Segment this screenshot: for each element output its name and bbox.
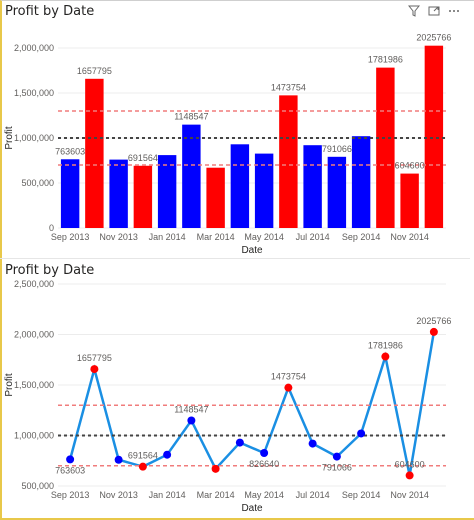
x-tick-label: Sep 2014 xyxy=(342,490,381,500)
data-label: 2025766 xyxy=(416,33,451,43)
data-label: 826640 xyxy=(249,459,279,469)
data-point xyxy=(260,449,269,458)
bar xyxy=(254,153,274,228)
x-tick-label: Jan 2014 xyxy=(149,232,186,242)
data-label: 1781986 xyxy=(368,55,403,65)
x-tick-label: Sep 2013 xyxy=(51,490,90,500)
data-point xyxy=(90,365,99,374)
y-tick-label: 1,500,000 xyxy=(14,88,54,98)
y-tick-label: 2,500,000 xyxy=(14,279,54,289)
more-options-icon[interactable] xyxy=(448,5,460,17)
x-axis-title: Date xyxy=(241,245,263,256)
bar xyxy=(327,156,347,228)
visual-title: Profit by Date xyxy=(5,4,95,19)
data-point xyxy=(138,462,147,471)
data-point xyxy=(308,439,317,448)
line-chart: 500,000 1,000,000 1,500,000 2,000,000 2,500,… xyxy=(4,279,451,514)
x-tick-label: Jul 2014 xyxy=(296,232,330,242)
bar xyxy=(157,155,177,228)
data-label: 1148547 xyxy=(174,404,208,414)
focus-mode-icon[interactable] xyxy=(428,5,440,17)
x-tick-label: Nov 2013 xyxy=(99,232,138,242)
data-point xyxy=(405,471,414,480)
bar xyxy=(424,45,444,228)
bar xyxy=(109,159,128,228)
bar xyxy=(85,78,104,228)
bar xyxy=(230,144,250,228)
bar xyxy=(351,136,371,228)
visual-title: Profit by Date xyxy=(5,263,95,278)
y-tick-label: 2,000,000 xyxy=(14,330,54,340)
data-label: 763603 xyxy=(55,146,85,156)
x-tick-label: Sep 2013 xyxy=(51,232,90,242)
x-tick-label: Nov 2013 xyxy=(99,490,138,500)
data-label: 691564 xyxy=(128,451,158,461)
x-tick-label: Nov 2014 xyxy=(390,232,429,242)
data-label: 604600 xyxy=(395,459,425,469)
bar-chart: 0 500,000 1,000,000 1,500,000 2,000,000 Profi… xyxy=(4,33,451,256)
data-label: 604600 xyxy=(395,161,425,171)
x-tick-label: May 2014 xyxy=(244,232,284,242)
data-label: 791066 xyxy=(322,463,352,473)
y-tick-label: 2,000,000 xyxy=(14,43,54,53)
bar xyxy=(279,95,298,228)
x-tick-label: Mar 2014 xyxy=(197,490,235,500)
bar xyxy=(133,165,153,228)
filter-icon[interactable] xyxy=(408,5,420,17)
data-point xyxy=(114,455,123,464)
bar-visual[interactable]: Profit by Date 0 500,000 1,000,000 1,500,00… xyxy=(0,0,470,258)
x-tick-label: Jan 2014 xyxy=(149,490,186,500)
x-tick-label: Nov 2014 xyxy=(390,490,429,500)
data-label: 1148547 xyxy=(174,112,208,122)
x-tick-label: Jul 2014 xyxy=(296,490,330,500)
data-point xyxy=(332,452,341,461)
y-axis-title: Profit xyxy=(4,373,15,397)
data-label: 1473754 xyxy=(271,372,306,382)
y-axis-title: Profit xyxy=(4,126,15,150)
x-tick-label: Mar 2014 xyxy=(197,232,235,242)
data-point xyxy=(357,429,366,438)
bar xyxy=(182,124,201,228)
data-point xyxy=(284,383,293,392)
bar xyxy=(303,145,322,228)
visual-header-toolbar xyxy=(408,5,460,17)
data-label: 691564 xyxy=(128,153,158,163)
data-label: 1657795 xyxy=(77,353,112,363)
data-point xyxy=(235,438,244,447)
data-point xyxy=(211,464,220,473)
data-label: 1473754 xyxy=(271,82,306,92)
data-point xyxy=(429,327,438,336)
y-tick-label: 1,500,000 xyxy=(14,380,54,390)
data-label: 763603 xyxy=(55,465,85,475)
data-label: 2025766 xyxy=(416,316,451,326)
data-label: 1657795 xyxy=(77,66,112,76)
x-axis-title: Date xyxy=(241,503,263,514)
data-point xyxy=(163,450,172,459)
bar xyxy=(400,173,419,228)
data-point xyxy=(381,352,390,361)
bar xyxy=(376,67,395,228)
bar xyxy=(60,159,80,228)
x-tick-label: Sep 2014 xyxy=(342,232,381,242)
data-label: 1781986 xyxy=(368,341,403,351)
line-visual[interactable]: Profit by Date 500,000 1,000,000 1,500,000… xyxy=(0,258,470,519)
y-tick-label: 0 xyxy=(49,223,54,233)
data-label: 791066 xyxy=(322,144,352,154)
y-tick-label: 1,000,000 xyxy=(14,431,54,441)
data-point xyxy=(66,455,75,464)
y-tick-label: 500,000 xyxy=(21,178,54,188)
y-tick-label: 500,000 xyxy=(21,481,54,491)
bar xyxy=(206,167,225,228)
y-tick-label: 1,000,000 xyxy=(14,133,54,143)
x-tick-label: May 2014 xyxy=(244,490,284,500)
series-line xyxy=(68,331,436,476)
data-point xyxy=(187,416,196,425)
